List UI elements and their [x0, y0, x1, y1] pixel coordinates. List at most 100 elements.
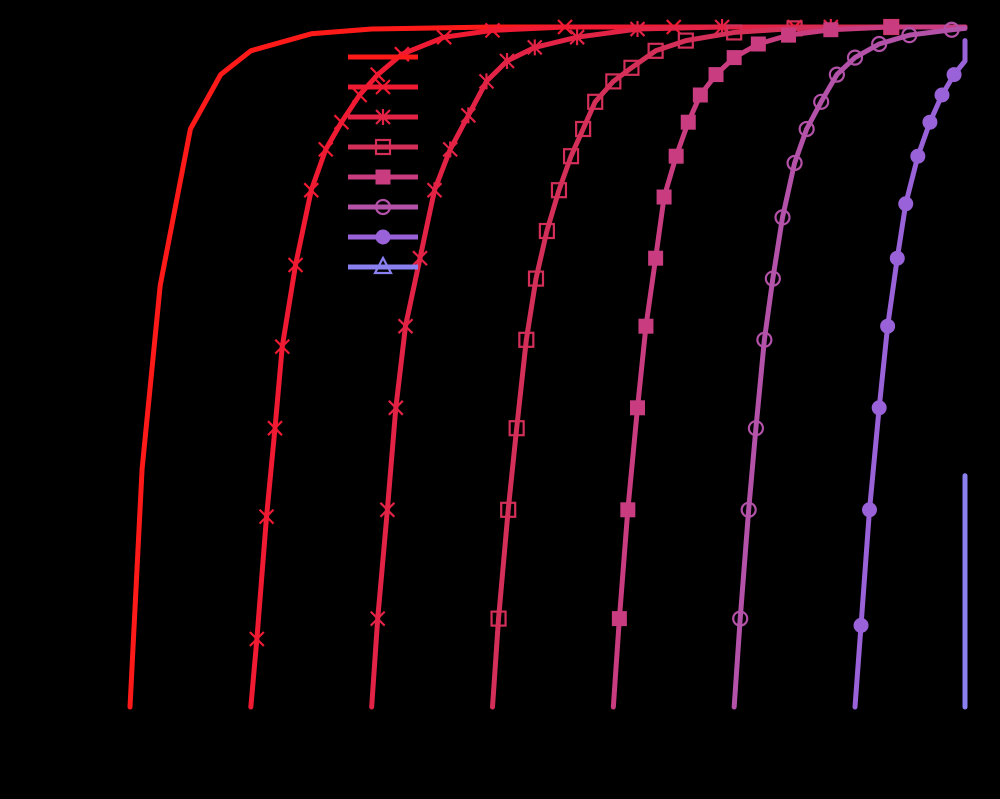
series-4-point	[562, 148, 580, 165]
series-4-point	[550, 182, 568, 199]
series-2-point	[369, 66, 386, 83]
series-5-point	[656, 189, 672, 205]
series-6-point	[740, 501, 757, 518]
series-5-point	[823, 22, 839, 38]
series-2	[248, 19, 968, 710]
legend-entry-5	[348, 169, 418, 185]
series-3-point	[442, 141, 458, 158]
series-4-point	[587, 93, 604, 110]
series-4-point	[527, 270, 545, 287]
series-5-point	[630, 400, 645, 416]
series-5-point	[781, 27, 797, 43]
series-5-point	[708, 67, 724, 83]
legend-marker	[375, 109, 391, 125]
series-6-point	[828, 66, 845, 83]
series-2-point	[484, 22, 501, 39]
series-4-point	[490, 610, 507, 627]
series-3-point	[629, 21, 646, 38]
series-5-point	[883, 19, 899, 35]
legend-entry-3	[348, 109, 418, 125]
legend-marker	[375, 79, 391, 95]
legend-marker	[373, 255, 393, 275]
series-3-point	[379, 501, 396, 518]
series-5-point	[648, 250, 664, 266]
legend-entry-2	[348, 79, 418, 95]
series-6-point	[871, 35, 888, 53]
series-2-point	[274, 338, 291, 355]
series-4-point	[508, 420, 525, 437]
series-6-point	[901, 27, 918, 44]
legend-entry-4	[348, 138, 418, 156]
legend-marker	[374, 198, 392, 216]
series-3-point	[569, 29, 585, 46]
series-6-point	[732, 610, 749, 627]
series-3-point	[412, 250, 428, 267]
series-2-point	[287, 257, 304, 273]
series-6-point	[764, 270, 781, 287]
series-2-point	[267, 420, 283, 436]
series-4-line	[490, 24, 968, 710]
series-3-point	[460, 107, 477, 124]
series-7-point	[922, 114, 938, 130]
series-6-line	[731, 25, 968, 710]
series-5-point	[668, 148, 684, 164]
series-6-point	[798, 120, 815, 138]
series-4-point	[605, 73, 622, 90]
legend-marker	[375, 229, 391, 245]
legend-marker	[375, 169, 391, 185]
series-7-point	[871, 400, 887, 416]
series-4-point	[726, 24, 743, 41]
series-2-point	[303, 182, 320, 198]
series-2-point	[258, 508, 275, 525]
series-3	[369, 19, 968, 710]
series-3-point	[499, 53, 515, 69]
series-3-point	[397, 318, 414, 335]
series-4-point	[500, 501, 517, 518]
series-2-point	[317, 141, 334, 158]
series-4-point	[575, 120, 592, 138]
legend-entry-6	[348, 198, 418, 216]
series-5-point	[750, 36, 766, 52]
series-3-point	[527, 39, 543, 56]
series-5-point	[680, 114, 696, 130]
series-6-point	[747, 420, 765, 437]
series-5	[610, 19, 968, 710]
series-4-point	[538, 222, 555, 240]
series-6-point	[943, 21, 960, 38]
series-layer	[127, 18, 968, 710]
series-5-point	[726, 50, 742, 66]
series-7-point	[889, 250, 905, 266]
series-7-point	[898, 196, 914, 212]
series-4-point	[677, 32, 694, 49]
series-5-point	[638, 318, 654, 334]
series-6-point	[846, 49, 864, 66]
legend-entry-8	[348, 255, 418, 275]
series-4	[490, 18, 968, 710]
legend-marker	[374, 138, 392, 156]
series-3-point	[426, 182, 443, 199]
series-2-point	[436, 29, 452, 45]
series-4-point	[647, 42, 664, 59]
series-2-point	[249, 631, 265, 647]
series-4-point	[518, 331, 535, 348]
series-6-point	[813, 93, 830, 110]
legend	[348, 54, 418, 275]
series-2-point	[557, 19, 573, 35]
series-6	[731, 21, 968, 710]
series-5-point	[611, 611, 627, 627]
series-7-point	[910, 148, 926, 164]
series-2-point	[333, 114, 350, 130]
series-6-point	[774, 209, 791, 226]
series-7	[852, 38, 968, 710]
series-3-point	[478, 73, 495, 90]
series-5-point	[620, 502, 636, 518]
series-7-point	[934, 87, 950, 103]
series-6-point	[786, 154, 803, 172]
series-7-point	[880, 318, 896, 334]
series-6-point	[756, 331, 773, 348]
series-4-point	[623, 59, 640, 76]
series-5-point	[692, 87, 708, 103]
series-7-point	[862, 502, 877, 518]
